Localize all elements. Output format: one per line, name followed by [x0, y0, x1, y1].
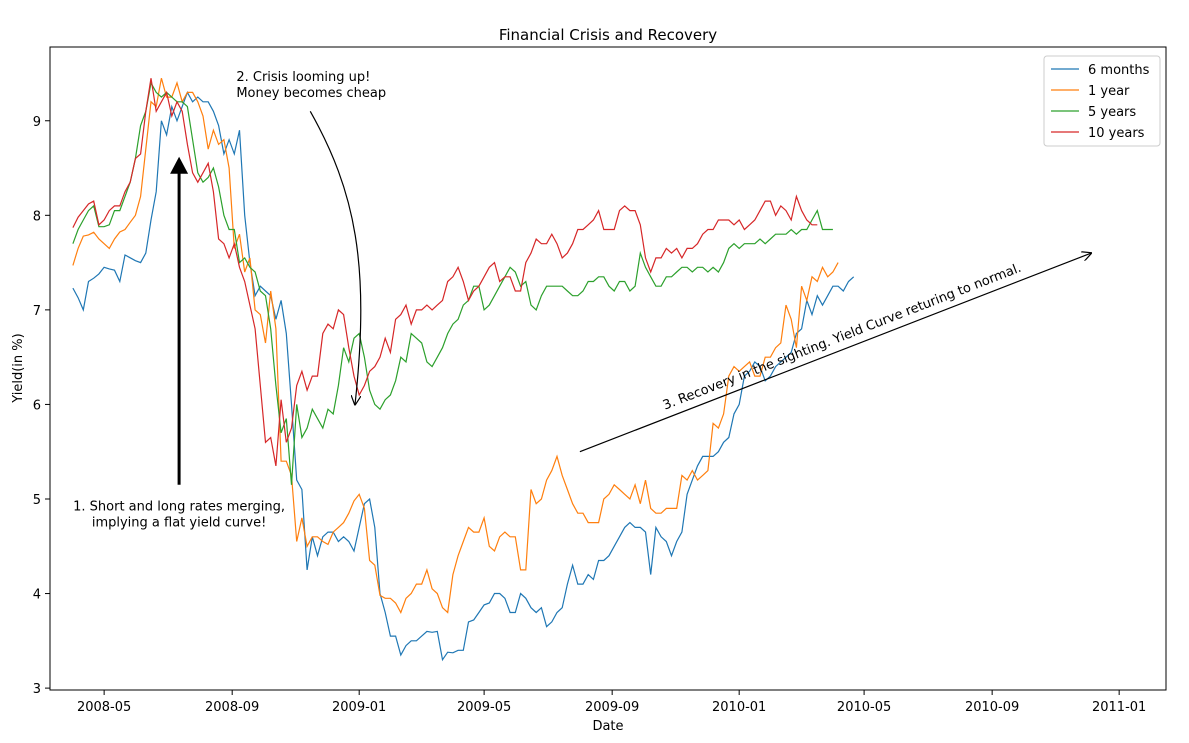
x-axis: 2008-05 2008-09 2009-01 2009-05 2009-09 2010-…	[77, 690, 1146, 715]
legend-label: 1 year	[1088, 84, 1130, 99]
x-axis-label: Date	[592, 719, 623, 734]
series-line-5-years	[72, 81, 833, 485]
x-tick-label: 2010-01	[712, 700, 766, 715]
y-tick-label: 5	[33, 493, 41, 508]
annotation-2-text: Money becomes cheap	[236, 86, 386, 101]
x-tick-label: 2010-05	[837, 700, 891, 715]
x-tick-label: 2011-01	[1092, 700, 1146, 715]
x-tick-label: 2009-09	[585, 700, 639, 715]
legend-label: 6 months	[1088, 63, 1150, 78]
annotation-2-text: 2. Crisis looming up!	[236, 70, 370, 85]
annotation-2-arrow	[309, 111, 362, 404]
x-tick-label: 2009-05	[457, 700, 511, 715]
annotation-1-text: implying a flat yield curve!	[92, 515, 266, 530]
x-tick-label: 2010-09	[965, 700, 1019, 715]
y-tick-label: 4	[33, 588, 41, 603]
series-layer	[72, 78, 855, 662]
legend-label: 10 years	[1088, 126, 1145, 141]
y-tick-label: 6	[33, 398, 41, 413]
legend: 6 months 1 year 5 years 10 years	[1043, 55, 1161, 147]
y-tick-label: 9	[33, 115, 41, 130]
annotation-1-arrow-head	[170, 156, 189, 174]
annotation-1-text: 1. Short and long rates merging,	[73, 499, 285, 514]
y-tick-label: 3	[33, 682, 41, 697]
x-tick-label: 2008-09	[205, 700, 259, 715]
legend-box	[1043, 55, 1161, 147]
annotation-3-arrow	[579, 253, 1091, 453]
y-axis: 3 4 5 6 7 8 9	[33, 115, 50, 697]
plot-frame	[49, 46, 1167, 691]
y-tick-label: 7	[33, 304, 41, 319]
series-line-6-months	[72, 90, 855, 662]
series-line-1-year	[72, 78, 839, 614]
x-tick-label: 2009-01	[332, 700, 386, 715]
legend-label: 5 years	[1088, 105, 1136, 120]
series-line-10-years	[72, 78, 818, 467]
chart-title: Financial Crisis and Recovery	[499, 26, 717, 44]
y-tick-label: 8	[33, 209, 41, 224]
y-axis-label: Yield(in %)	[11, 333, 26, 403]
x-tick-label: 2008-05	[77, 700, 131, 715]
